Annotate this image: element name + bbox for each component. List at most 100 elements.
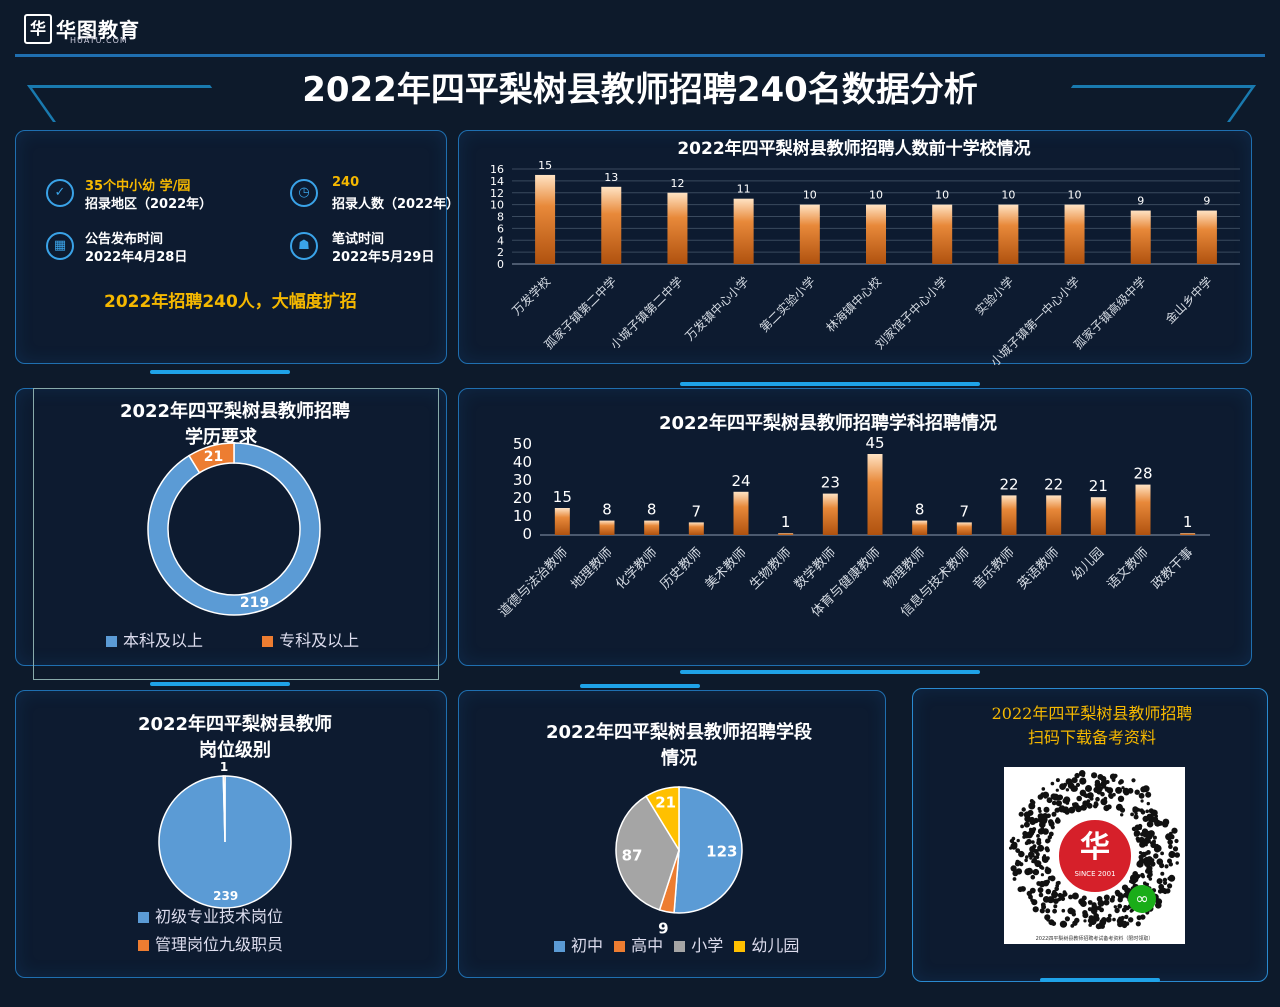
bar bbox=[1180, 533, 1196, 535]
qr-dot bbox=[1046, 797, 1053, 804]
qr-dot bbox=[1021, 807, 1026, 812]
legend-swatch bbox=[734, 941, 746, 952]
pie-slice bbox=[147, 442, 321, 616]
qr-dot bbox=[1160, 863, 1164, 867]
stage-legend: 初中 高中 小学 幼儿园 bbox=[554, 932, 799, 956]
qr-dot bbox=[1071, 912, 1076, 917]
qr-dot bbox=[1150, 858, 1155, 863]
qr-dot bbox=[1118, 780, 1123, 785]
qr-dot bbox=[1132, 806, 1139, 813]
qr-dot bbox=[1146, 865, 1153, 872]
qr-dot bbox=[1142, 881, 1147, 886]
qr-dot bbox=[1059, 783, 1066, 790]
qr-dot bbox=[1171, 827, 1178, 834]
qr-logo-glyph: 华 bbox=[1080, 830, 1110, 865]
qr-dot bbox=[1157, 889, 1163, 894]
pie-slice bbox=[645, 786, 680, 853]
qr-code[interactable]: 华 SINCE 2001 ∞ 2022四平梨树县教师招聘考试备考资料（限时领取） bbox=[1004, 767, 1185, 944]
accent-bar bbox=[1040, 978, 1160, 982]
qr-dot bbox=[1041, 816, 1048, 823]
legend-swatch bbox=[554, 941, 565, 952]
qr-dot bbox=[1055, 800, 1062, 807]
page-title: 2022年四平梨树县教师招聘240名数据分析 bbox=[302, 70, 978, 110]
bar bbox=[1001, 495, 1017, 535]
data-label: 24 bbox=[731, 472, 750, 490]
qr-dot bbox=[1111, 778, 1116, 782]
qr-dot bbox=[1041, 856, 1049, 863]
qr-dot bbox=[1071, 892, 1079, 900]
schools-chart-title: 2022年四平梨树县教师招聘人数前十学校情况 bbox=[677, 139, 1031, 159]
header-line bbox=[15, 54, 1265, 57]
qr-dot bbox=[1020, 824, 1024, 829]
qr-dot bbox=[1047, 896, 1055, 904]
legend-label: 初级专业技术岗位 bbox=[155, 907, 284, 926]
info-exam-value: 2022年5月29日 bbox=[332, 250, 435, 265]
data-label: 9 bbox=[1203, 195, 1210, 208]
qr-dot bbox=[1036, 840, 1042, 846]
qr-dot bbox=[1045, 888, 1052, 895]
qr-dot bbox=[1024, 858, 1028, 863]
qr-title-line2: 扫码下载备考资料 bbox=[1027, 728, 1156, 747]
legend-swatch bbox=[138, 940, 149, 951]
qr-dot bbox=[1075, 805, 1082, 813]
qr-dot bbox=[1147, 871, 1153, 878]
y-tick-label: 16 bbox=[490, 163, 504, 176]
qr-dot bbox=[1141, 874, 1145, 879]
data-label: 21 bbox=[655, 794, 676, 812]
qr-dot bbox=[1029, 856, 1033, 860]
x-tick-label: 林海镇中心校 bbox=[823, 274, 885, 336]
qr-dot bbox=[1095, 796, 1100, 802]
qr-dot bbox=[1117, 903, 1123, 909]
x-tick-label: 实验小学 bbox=[972, 274, 1017, 319]
bar bbox=[1196, 210, 1217, 264]
bar bbox=[554, 508, 570, 535]
qr-dot bbox=[1113, 905, 1117, 909]
qr-dot bbox=[1065, 788, 1070, 792]
qr-dot bbox=[1083, 919, 1087, 923]
qr-dot bbox=[1133, 814, 1139, 820]
qr-dot bbox=[1133, 832, 1139, 837]
qr-dot bbox=[1120, 813, 1124, 817]
qr-dot bbox=[1040, 873, 1044, 877]
qr-dot bbox=[1082, 912, 1089, 919]
qr-dot bbox=[1117, 795, 1125, 802]
qr-dot bbox=[1167, 876, 1172, 881]
qr-dot bbox=[1054, 886, 1059, 892]
legend-label: 小学 bbox=[691, 936, 724, 955]
data-label: 7 bbox=[960, 502, 970, 520]
qr-dot bbox=[1107, 913, 1112, 918]
qr-dot bbox=[1033, 849, 1039, 854]
y-tick-label: 10 bbox=[490, 199, 504, 212]
y-tick-label: 20 bbox=[513, 489, 532, 507]
y-tick-label: 2 bbox=[497, 246, 504, 259]
qr-dot bbox=[1174, 838, 1179, 844]
qr-dot bbox=[1079, 777, 1087, 785]
x-tick-label: 语文教师 bbox=[1104, 545, 1152, 593]
legend-swatch bbox=[674, 941, 686, 952]
legend-label: 高中 bbox=[631, 936, 664, 955]
x-tick-label: 英语教师 bbox=[1014, 545, 1062, 593]
qr-dot bbox=[1046, 813, 1051, 819]
legend-label: 幼儿园 bbox=[751, 936, 800, 955]
data-label: 9 bbox=[658, 919, 668, 937]
qr-dot bbox=[1091, 772, 1098, 779]
qr-dot bbox=[1106, 787, 1114, 794]
qr-dot bbox=[1145, 791, 1152, 798]
qr-dot bbox=[1055, 788, 1059, 792]
data-label: 1 bbox=[781, 513, 791, 531]
qr-logo-icon: 华 SINCE 2001 bbox=[1056, 817, 1134, 895]
qr-dot bbox=[1146, 820, 1154, 828]
stage-title-line2: 情况 bbox=[661, 748, 697, 769]
qr-dot bbox=[1050, 781, 1055, 786]
qr-dot bbox=[1012, 877, 1017, 881]
qr-dot bbox=[1124, 914, 1129, 920]
qr-dot bbox=[1009, 838, 1015, 844]
y-tick-label: 8 bbox=[497, 211, 504, 224]
qr-dot bbox=[1087, 907, 1092, 912]
qr-dot bbox=[1103, 805, 1110, 812]
qr-dot bbox=[1168, 844, 1173, 849]
bar bbox=[912, 520, 928, 535]
qr-dot bbox=[1158, 883, 1165, 890]
qr-dot bbox=[1135, 921, 1141, 927]
qr-dot bbox=[1153, 853, 1159, 859]
